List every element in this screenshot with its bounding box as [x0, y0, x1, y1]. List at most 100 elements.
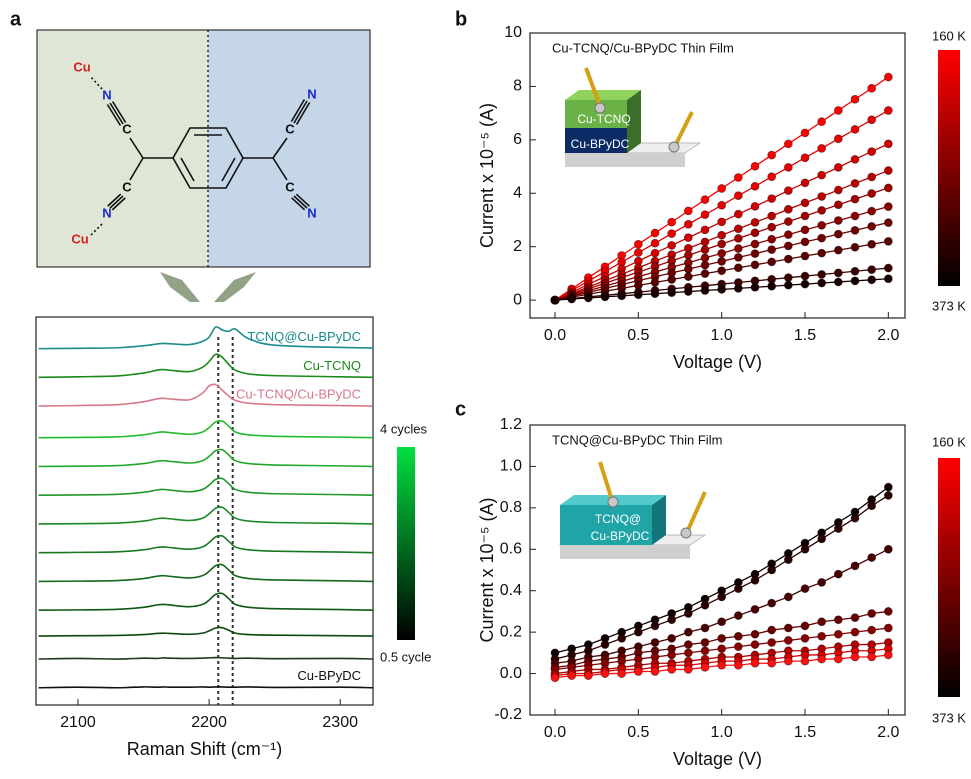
series-line — [38, 419, 374, 439]
plot-frame — [35, 316, 374, 706]
atom-label: N — [102, 205, 111, 220]
colorbar — [397, 447, 415, 640]
data-point — [667, 665, 677, 674]
probe — [686, 491, 707, 531]
data-point — [733, 173, 743, 182]
y-tick-label: 0 — [513, 291, 522, 308]
data-point — [717, 256, 727, 266]
data-point — [733, 224, 743, 234]
data-point — [717, 266, 727, 276]
data-point — [717, 660, 727, 670]
data-point — [767, 598, 777, 608]
x-tick-label: 0.5 — [627, 724, 649, 741]
data-point — [850, 242, 860, 252]
data-point — [867, 265, 877, 275]
x-tick-label: 2100 — [60, 714, 96, 731]
x-tick-label: 2.0 — [877, 724, 899, 741]
plot-frame — [529, 32, 906, 319]
data-point — [667, 288, 677, 298]
data-point — [767, 234, 777, 244]
data-point — [650, 278, 660, 287]
data-point — [800, 271, 810, 281]
data-point — [767, 211, 777, 221]
data-point — [767, 257, 777, 267]
data-point — [717, 184, 727, 193]
data-point — [550, 673, 560, 683]
data-point — [867, 206, 877, 216]
data-point — [883, 139, 893, 149]
data-point — [783, 273, 793, 283]
data-point — [633, 627, 643, 637]
series-line — [38, 626, 374, 637]
data-point — [800, 279, 810, 289]
data-point — [817, 233, 827, 243]
data-point — [683, 206, 693, 216]
data-point — [683, 219, 693, 229]
data-point — [667, 633, 677, 643]
data-point — [783, 280, 793, 290]
x-tick-label: 0.5 — [627, 327, 649, 344]
data-point — [833, 216, 843, 225]
structure: Cu N C C N Cu C N C N — [36, 29, 371, 268]
data-point — [617, 291, 627, 301]
data-point — [750, 282, 760, 292]
inset-label: TCNQ@ — [595, 512, 641, 526]
x-tick-label: 0.0 — [544, 327, 566, 344]
atom-label: N — [102, 87, 111, 102]
data-point — [833, 615, 843, 625]
data-point — [883, 263, 893, 273]
x-tick-label: 0.0 — [544, 724, 566, 741]
data-point — [717, 592, 727, 602]
data-point — [850, 513, 860, 523]
data-point — [733, 244, 743, 253]
probe-tip — [607, 496, 619, 508]
probe-tip — [680, 527, 692, 539]
data-point — [883, 623, 893, 633]
data-point — [850, 211, 860, 221]
data-point — [617, 633, 627, 643]
data-point — [750, 260, 760, 270]
data-point — [750, 228, 760, 238]
data-point — [750, 640, 760, 649]
data-point — [817, 617, 827, 627]
data-point — [650, 228, 660, 238]
data-point — [733, 209, 743, 219]
data-point — [783, 636, 793, 645]
data-point — [883, 72, 893, 82]
x-axis-label: Raman Shift (cm⁻¹) — [127, 739, 283, 759]
y-tick-label: 2 — [513, 238, 522, 255]
y-axis-label: Current x 10⁻⁵ (A) — [477, 103, 497, 248]
colorbar-label: 160 K — [932, 28, 966, 43]
x-axis-label: Voltage (V) — [673, 352, 762, 372]
series-line — [38, 477, 374, 496]
y-tick-label: 0.6 — [500, 541, 522, 558]
data-point — [783, 555, 793, 565]
y-tick-label: 10 — [504, 24, 522, 41]
atom-label: N — [307, 205, 316, 220]
film — [560, 505, 652, 545]
right-region — [208, 30, 370, 267]
data-point — [817, 631, 827, 641]
data-point — [700, 638, 710, 647]
data-point — [650, 248, 660, 258]
data-point — [717, 248, 727, 258]
data-point — [650, 238, 660, 248]
data-point — [633, 239, 643, 249]
data-point — [867, 553, 877, 562]
data-point — [800, 251, 810, 261]
colorbar — [938, 50, 960, 286]
data-point — [783, 139, 793, 149]
data-point — [683, 272, 693, 281]
data-point — [833, 569, 843, 579]
data-point — [817, 170, 827, 180]
data-point — [600, 669, 610, 678]
substrate — [560, 545, 690, 559]
data-point — [800, 128, 810, 138]
data-point — [567, 294, 577, 304]
data-point — [883, 202, 893, 212]
data-point — [650, 638, 660, 647]
data-point — [817, 220, 827, 230]
atom-label: N — [307, 86, 316, 101]
data-point — [867, 147, 877, 156]
